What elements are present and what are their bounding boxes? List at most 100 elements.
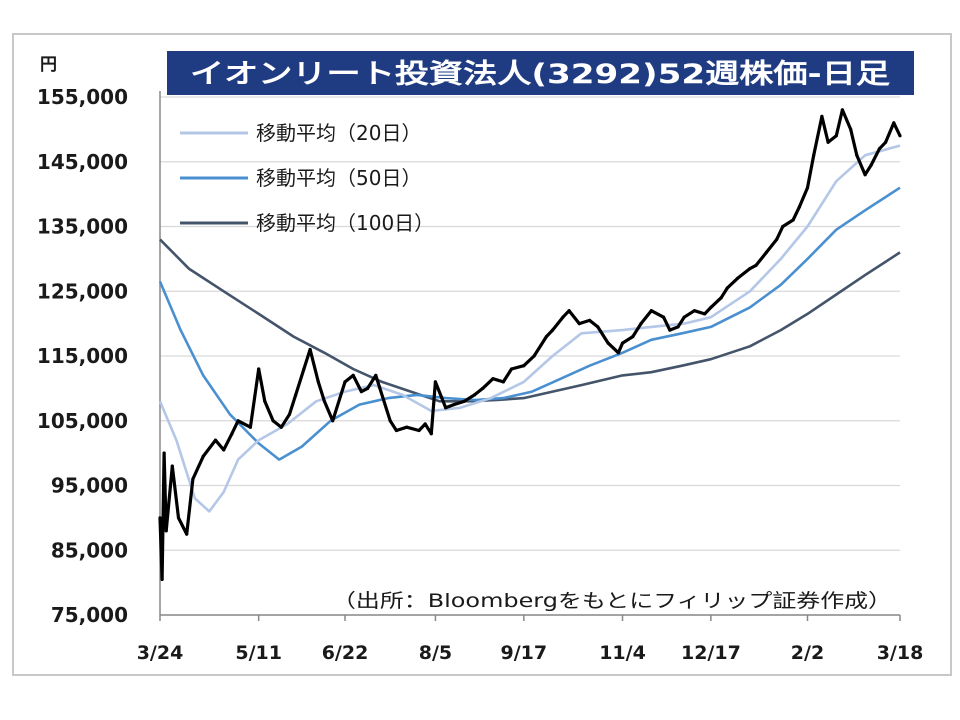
price-point — [213, 438, 218, 442]
price-point — [444, 406, 448, 410]
price-point — [719, 296, 723, 300]
price-point — [302, 367, 306, 371]
price-point — [754, 263, 758, 267]
y-tick-label: 115,000 — [37, 344, 128, 368]
price-point — [509, 367, 514, 371]
price-point — [834, 134, 838, 138]
price-point — [366, 386, 370, 390]
price-point — [271, 419, 275, 423]
x-tick-label: 11/4 — [599, 642, 646, 664]
price-point — [791, 218, 795, 222]
price-point — [692, 309, 697, 313]
price-point — [826, 140, 830, 144]
price-point — [423, 422, 427, 426]
price-point — [805, 186, 810, 190]
series-line-ma-3 — [159, 238, 901, 403]
price-point — [703, 312, 707, 316]
price-point — [176, 516, 181, 520]
price-point — [417, 428, 421, 433]
price-point — [359, 390, 363, 394]
price-point — [781, 224, 785, 229]
price-point — [736, 276, 740, 280]
price-point — [775, 237, 779, 241]
chart-title: イオンリート投資法人(3292)52週株価-日足 — [190, 59, 890, 90]
x-tick-label: 9/17 — [501, 642, 548, 664]
y-tick-label: 75,000 — [51, 603, 128, 627]
price-point — [639, 322, 643, 326]
price-point — [649, 309, 653, 313]
price-point — [884, 140, 888, 144]
price-point — [491, 377, 495, 381]
price-point — [405, 425, 409, 429]
series-line-ma-1 — [158, 144, 901, 513]
price-point — [236, 419, 240, 423]
price-point — [709, 305, 713, 309]
price-point — [343, 380, 347, 384]
price-point — [308, 347, 312, 352]
y-tick-label: 145,000 — [37, 150, 128, 174]
legend: 移動平均（20日） 移動平均（50日） 移動平均（100日） — [180, 121, 434, 235]
price-point — [248, 425, 252, 429]
price-point — [429, 432, 433, 436]
price-point — [279, 425, 283, 429]
price-point — [561, 315, 565, 319]
price-point — [294, 393, 298, 397]
price-point — [812, 153, 816, 157]
price-point — [631, 335, 635, 339]
price-point — [855, 153, 859, 157]
price-point — [551, 328, 555, 332]
price-point — [257, 367, 261, 371]
price-point — [877, 147, 882, 151]
price-point — [532, 354, 536, 358]
price-point — [331, 419, 335, 423]
price-point — [840, 108, 845, 112]
chart-series — [158, 108, 902, 582]
price-point — [764, 250, 769, 254]
price-point — [162, 451, 166, 455]
series-line-price — [158, 108, 902, 582]
price-point — [898, 134, 902, 138]
x-tick-label: 12/17 — [681, 642, 741, 664]
title-banner — [167, 51, 914, 95]
price-point — [849, 127, 853, 131]
price-point — [201, 454, 205, 458]
price-point — [606, 341, 610, 345]
price-point — [869, 163, 873, 167]
legend-label-ma100: 移動平均（100日） — [256, 211, 434, 235]
price-point — [616, 351, 621, 355]
price-point — [185, 532, 189, 536]
price-point — [164, 529, 168, 533]
x-tick-label: 8/5 — [419, 642, 452, 664]
legend-label-ma50: 移動平均（50日） — [256, 166, 421, 190]
x-tick-label: 2/2 — [791, 642, 824, 664]
grid-lines — [159, 91, 900, 616]
price-point — [620, 341, 625, 345]
y-tick-label: 125,000 — [37, 279, 128, 303]
price-point — [158, 516, 162, 520]
x-tick-label: 3/18 — [877, 642, 924, 664]
price-point — [160, 577, 164, 582]
price-point — [378, 386, 382, 390]
price-point — [588, 318, 592, 322]
y-unit-label: 円 — [40, 55, 57, 75]
x-tick-label: 6/22 — [322, 642, 369, 664]
price-point — [263, 399, 267, 403]
price-point — [501, 380, 505, 384]
price-point — [544, 335, 549, 339]
x-tick-label: 3/24 — [137, 642, 184, 664]
price-point — [522, 364, 526, 368]
price-point — [191, 477, 195, 481]
chart-frame — [12, 33, 952, 676]
price-point — [316, 380, 320, 384]
price-point — [322, 399, 326, 403]
price-point — [452, 403, 456, 407]
source-note: （出所：Bloombergをもとにフィリップ証券作成） — [332, 590, 892, 612]
price-point — [567, 309, 571, 313]
price-point — [222, 448, 226, 452]
x-tick-label: 5/11 — [235, 642, 282, 664]
price-point — [170, 464, 174, 468]
price-point — [596, 325, 600, 329]
legend-label-ma20: 移動平均（20日） — [256, 121, 421, 145]
price-point — [472, 393, 477, 397]
